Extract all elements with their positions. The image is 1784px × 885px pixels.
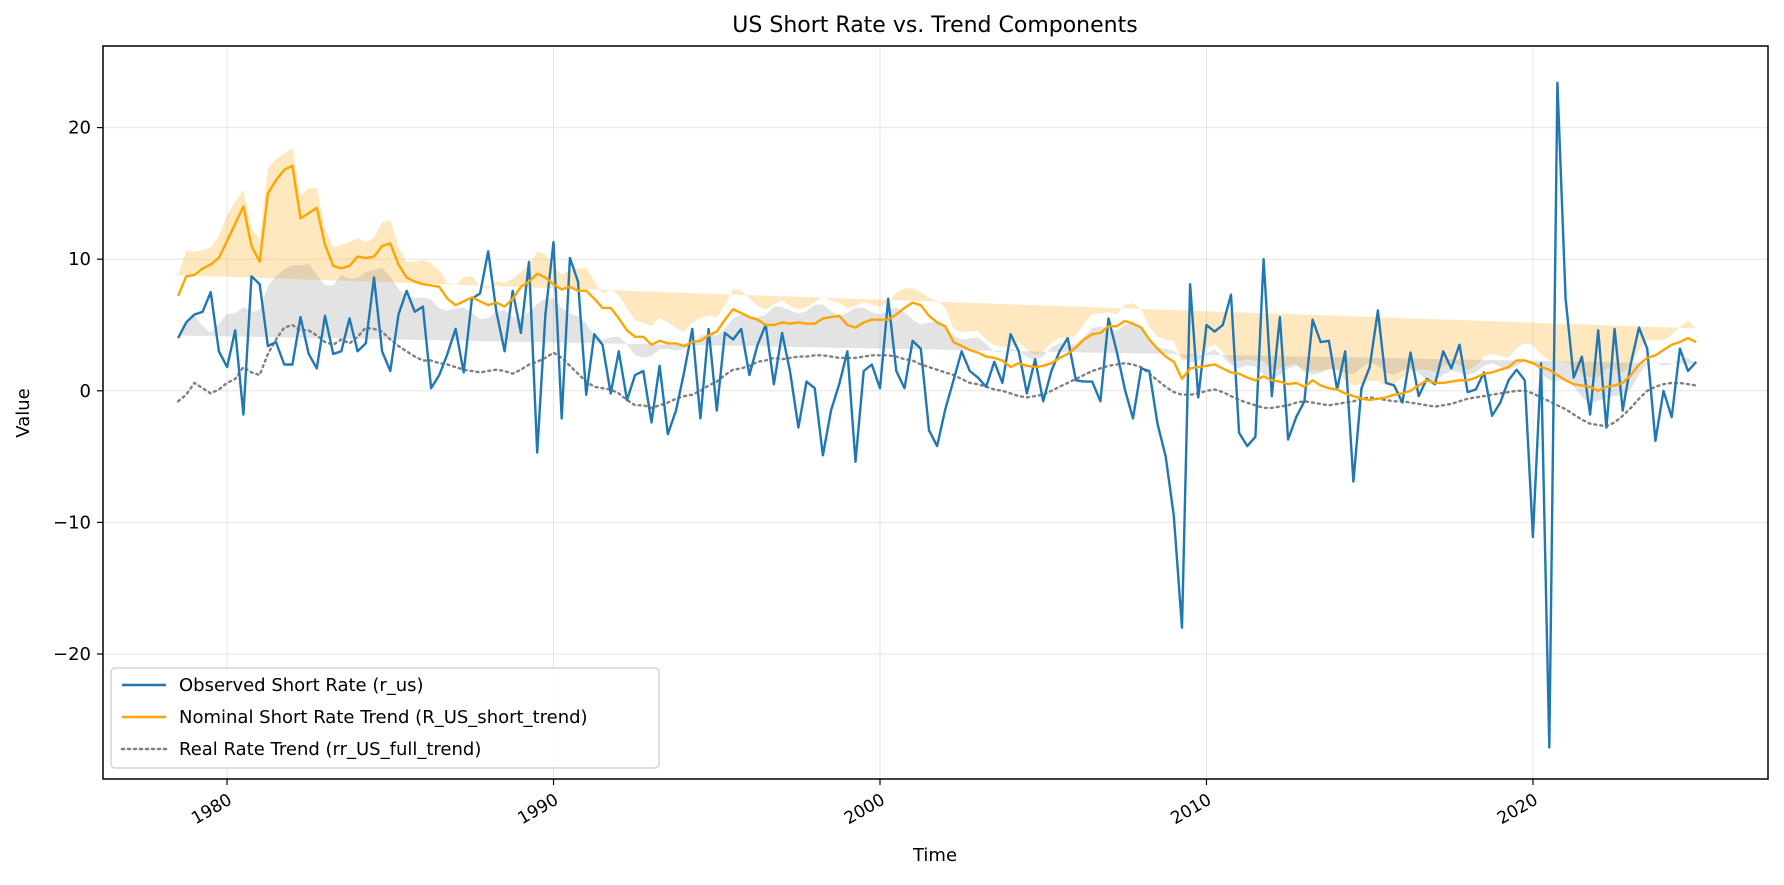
x-tick-label: 2010	[1168, 790, 1215, 829]
x-tick-label: 1990	[515, 790, 562, 829]
y-tick-label: −20	[53, 644, 91, 665]
series-line	[177, 81, 1698, 749]
y-axis-ticks: −20 −10 0 10 20	[53, 118, 103, 665]
legend-label-real-trend: Real Rate Trend (rr_US_full_trend)	[179, 739, 481, 760]
x-axis-ticks: 1980 1990 2000 2010 2020	[188, 779, 1541, 829]
confidence-band	[178, 148, 1697, 386]
legend-label-nominal-trend: Nominal Short Rate Trend (R_US_short_tre…	[179, 707, 588, 728]
chart-title: US Short Rate vs. Trend Components	[732, 13, 1137, 38]
series-lines	[176, 81, 1698, 749]
legend: Observed Short Rate (r_us) Nominal Short…	[110, 667, 660, 769]
x-tick-label: 2000	[841, 790, 888, 829]
plot-area-frame	[102, 45, 1769, 780]
y-axis-label: Value	[13, 388, 34, 437]
x-tick-label: 1980	[188, 790, 235, 829]
uncertainty-bands	[178, 148, 1697, 404]
x-axis-label: Time	[912, 845, 957, 866]
legend-box	[110, 667, 660, 769]
y-tick-label: 10	[68, 249, 91, 270]
y-tick-label: 0	[80, 381, 91, 402]
series-line	[176, 323, 1698, 428]
y-tick-label: −10	[53, 512, 91, 533]
series-line	[176, 164, 1697, 402]
grid-lines	[103, 46, 1768, 779]
confidence-band	[178, 264, 1697, 404]
x-tick-label: 2020	[1494, 790, 1541, 829]
legend-label-observed: Observed Short Rate (r_us)	[179, 675, 424, 696]
y-tick-label: 20	[68, 118, 91, 139]
